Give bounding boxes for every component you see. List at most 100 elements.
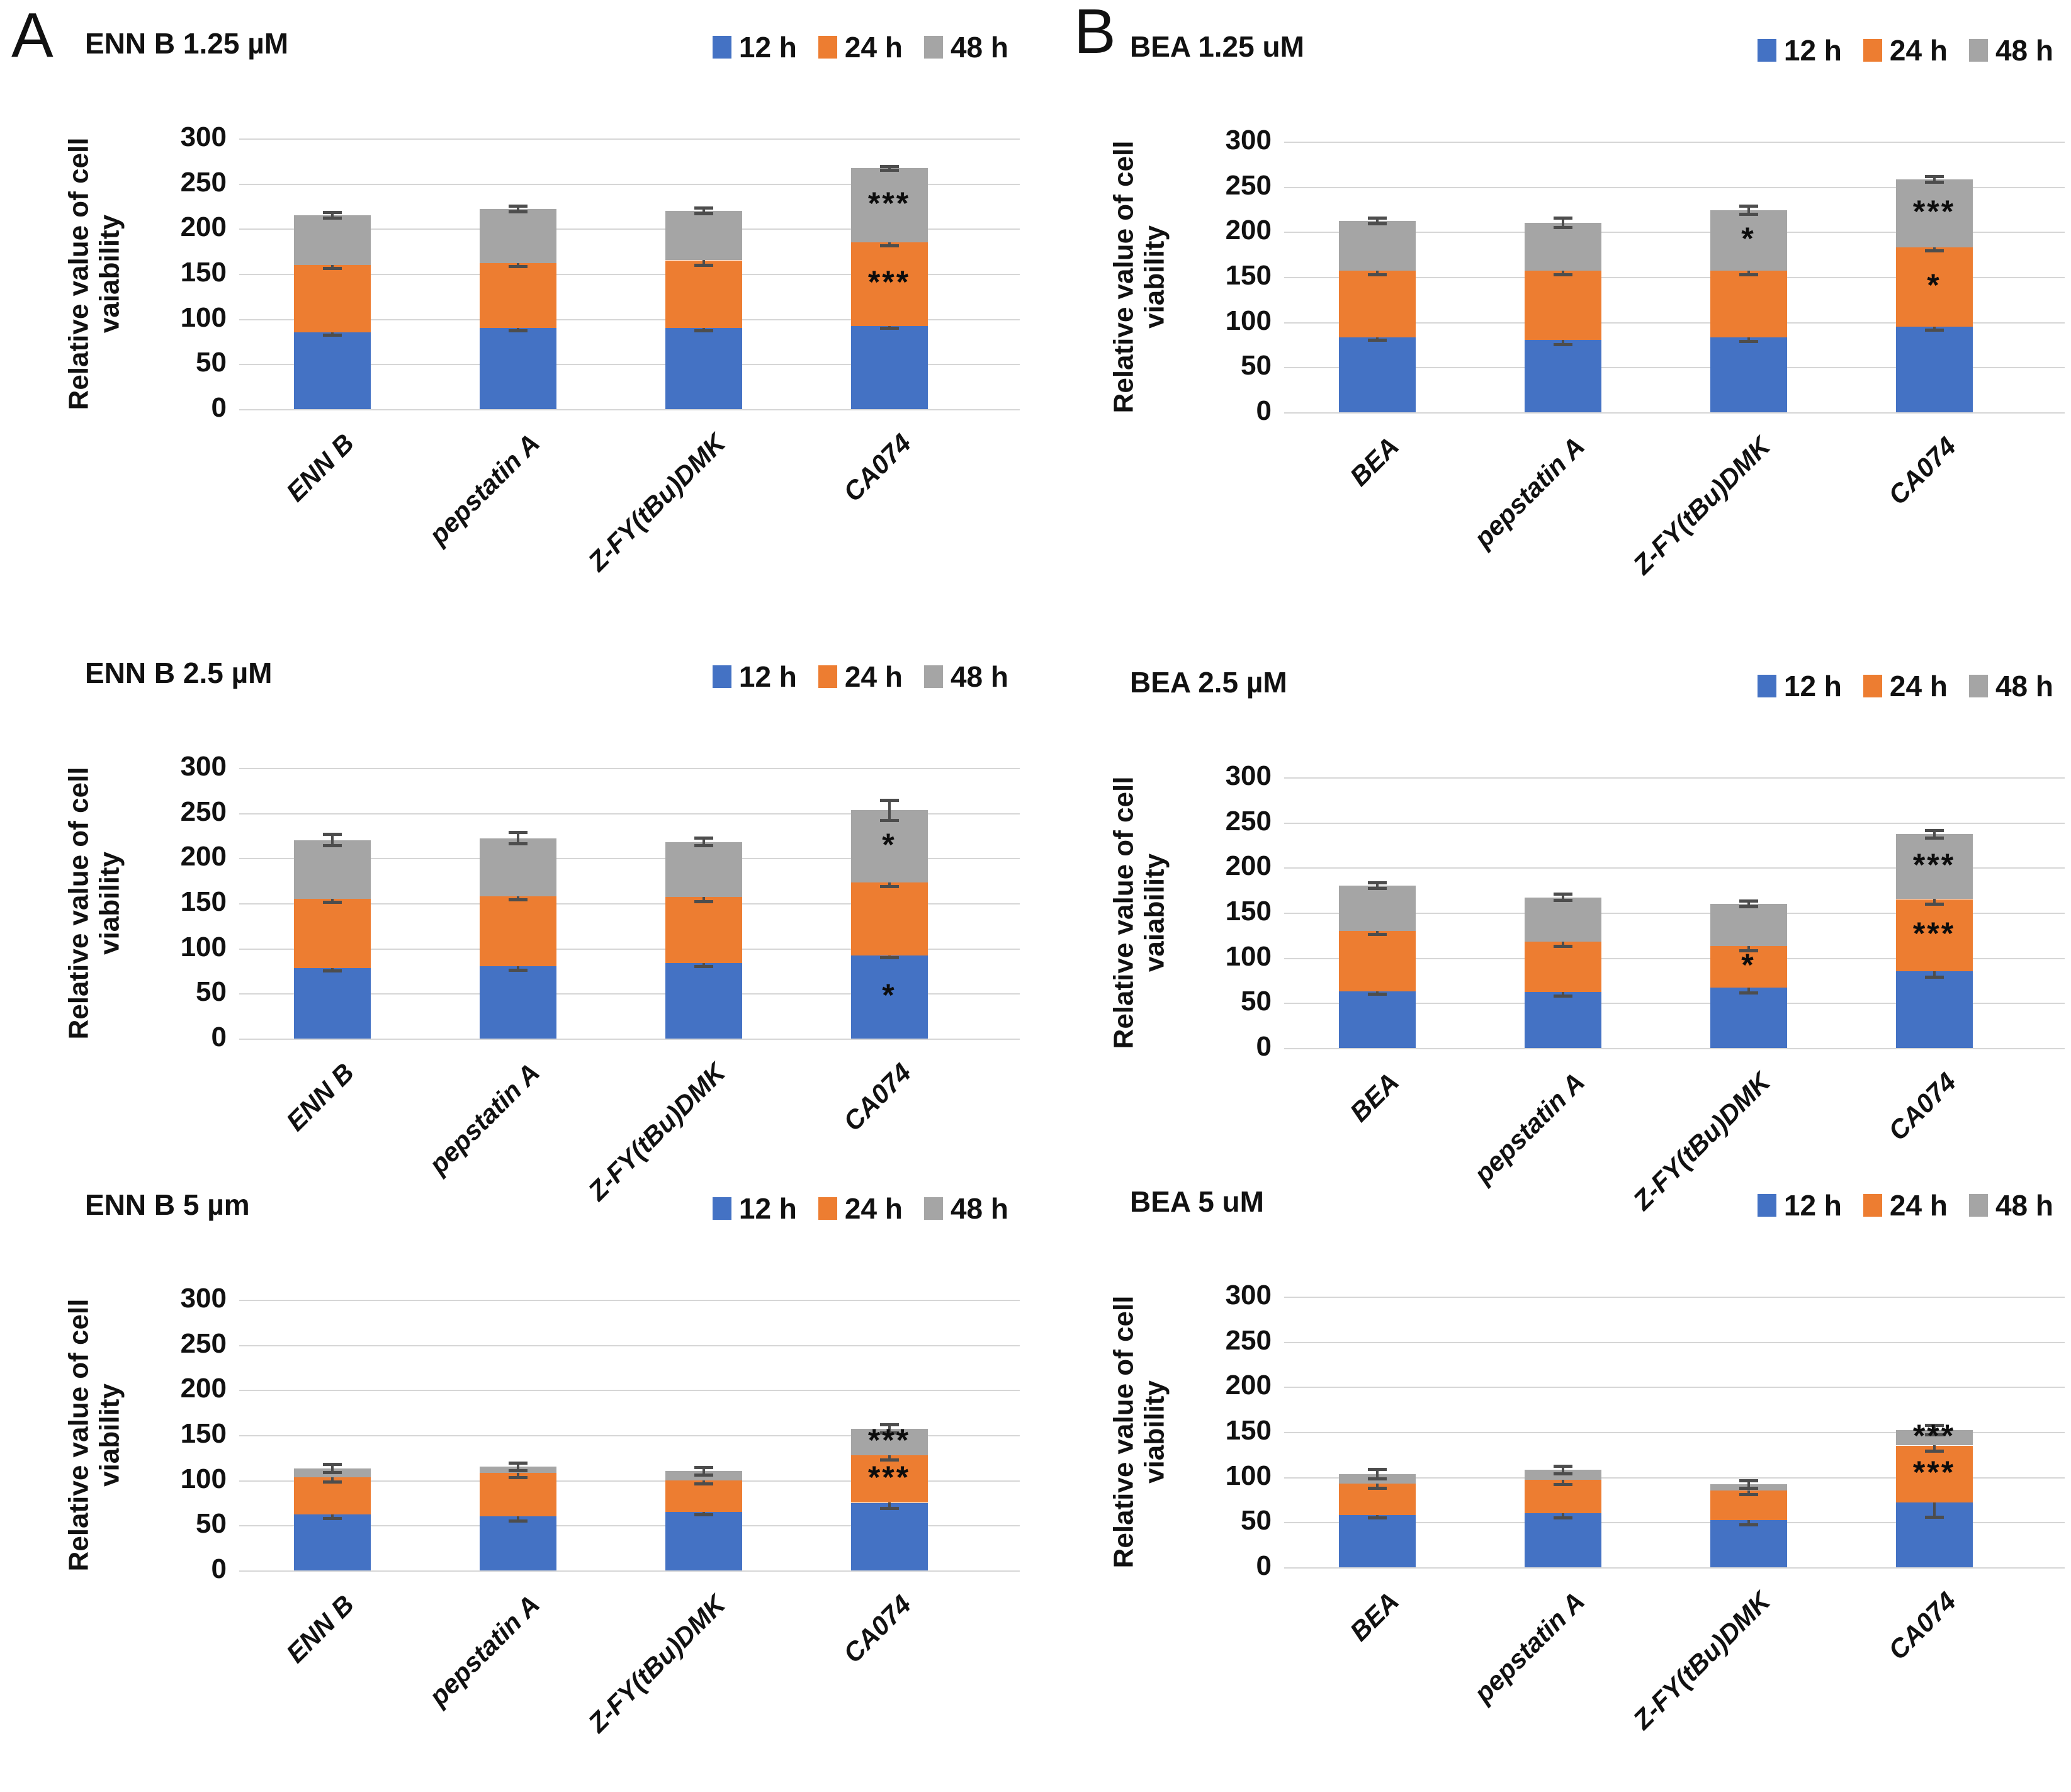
bar-segment-24h — [479, 1473, 556, 1516]
gridline — [1284, 1003, 2065, 1005]
x-category-label: pepstatin A — [422, 1589, 545, 1711]
gridline — [1284, 142, 2065, 143]
error-bar-cap — [1553, 898, 1572, 902]
error-bar-cap — [879, 1431, 899, 1434]
legend-swatch-12h-icon — [1757, 1194, 1776, 1217]
gridline — [239, 409, 1020, 410]
error-bar-stem — [1747, 1485, 1750, 1496]
error-bar-cap — [1739, 1523, 1758, 1527]
gridline — [1284, 412, 2065, 414]
gridline — [1284, 1048, 2065, 1049]
y-tick-label: 150 — [180, 257, 227, 288]
error-bar-stem — [1933, 893, 1936, 906]
error-bar-cap — [508, 1519, 528, 1523]
error-bar-cap — [508, 329, 528, 333]
bar-segment-48h — [1710, 210, 1787, 271]
legend-item: 12 h — [1757, 669, 1842, 703]
error-bar-cap — [322, 833, 342, 837]
bar-segment-12h — [850, 955, 928, 1039]
bar-segment-48h — [1710, 903, 1787, 947]
x-category-label: CA074 — [837, 1589, 917, 1669]
error-bar-stem — [516, 323, 519, 333]
error-bar-cap — [1739, 1479, 1758, 1482]
y-tick-label: 50 — [196, 347, 227, 378]
y-tick-label: 250 — [180, 166, 227, 198]
error-bar-stem — [1747, 980, 1750, 995]
error-bar — [1739, 205, 1758, 216]
legend-item: 24 h — [1863, 33, 1948, 67]
y-tick-label: 300 — [1225, 125, 1272, 155]
error-bar — [1739, 1479, 1758, 1490]
y-tick-label: 300 — [180, 1283, 227, 1314]
y-axis-label-line1: Relative value of cell — [63, 767, 94, 1040]
error-bar-cap — [1367, 222, 1387, 226]
bar-segment-48h — [1524, 223, 1601, 271]
legend-label: 24 h — [844, 660, 903, 693]
gridline — [1284, 322, 2065, 324]
error-bar-cap — [1739, 339, 1758, 343]
bar-segment-24h — [1895, 247, 1973, 327]
legend: 12 h 24 h 48 h — [1757, 669, 2053, 703]
legend-label: 12 h — [1783, 1189, 1842, 1222]
legend-swatch-12h-icon — [1757, 39, 1776, 62]
error-bar — [1367, 1468, 1387, 1481]
bar-segment-12h — [293, 332, 371, 409]
y-tick-label: 150 — [180, 886, 227, 917]
error-bar-cap — [1924, 1433, 1944, 1437]
legend-swatch-24h-icon — [1863, 675, 1882, 697]
error-bar-stem — [1933, 1424, 1936, 1437]
gridline — [239, 903, 1020, 904]
legend-label: 48 h — [950, 31, 1008, 64]
error-bar-stem — [330, 833, 334, 848]
error-bar-cap — [1739, 991, 1758, 995]
y-tick-label: 250 — [1225, 805, 1272, 837]
error-bar-stem — [516, 1461, 519, 1472]
error-bar-cap — [694, 844, 713, 848]
bar-segment-48h — [665, 842, 742, 897]
bar-segment-48h — [479, 208, 556, 263]
legend-item: 24 h — [1863, 1188, 1948, 1222]
gridline — [239, 1480, 1020, 1482]
y-tick-label: 50 — [1241, 1505, 1272, 1536]
legend-swatch-48h-icon — [923, 36, 943, 59]
error-bar-cap — [1367, 1468, 1387, 1472]
error-bar-stem — [1561, 1506, 1564, 1520]
error-bar-cap — [508, 1461, 528, 1465]
error-bar-cap — [694, 836, 713, 840]
error-bar-stem — [1561, 986, 1564, 998]
error-bar-stem — [702, 957, 705, 969]
error-bar-stem — [888, 1496, 891, 1510]
error-bar-stem — [702, 1465, 705, 1477]
legend-label: 24 h — [1889, 1189, 1948, 1222]
error-bar-cap — [1367, 339, 1387, 342]
error-bar — [1924, 828, 1944, 840]
bar-segment-48h — [293, 215, 371, 265]
error-bar-cap — [1924, 175, 1944, 179]
chart-bea-1.25-um: BEA 1.25 uM 12 h 24 h 48 h Relative value of… — [1070, 16, 2071, 607]
error-bar-stem — [1747, 265, 1750, 276]
error-bar — [1553, 216, 1572, 230]
legend-item: 12 h — [712, 30, 797, 64]
error-bar-cap — [1924, 902, 1944, 906]
y-tick-label: 100 — [1225, 940, 1272, 972]
error-bar — [322, 1463, 342, 1474]
error-bar-cap — [1739, 1492, 1758, 1496]
legend-label: 24 h — [844, 1192, 903, 1225]
legend-swatch-24h-icon — [1863, 1194, 1882, 1217]
error-bar-cap — [508, 1476, 528, 1480]
bar-segment-12h — [479, 966, 556, 1039]
legend-item: 24 h — [1863, 669, 1948, 703]
bar-segment-24h — [1710, 270, 1787, 338]
y-tick-label: 300 — [180, 751, 227, 782]
y-tick-label: 300 — [180, 121, 227, 152]
legend-label: 12 h — [738, 1192, 797, 1225]
error-bar-stem — [1933, 1438, 1936, 1453]
chart-enn-b-5-µm: ENN B 5 µm 12 h 24 h 48 h Relative value of … — [25, 1174, 1026, 1766]
legend-item: 24 h — [818, 30, 903, 64]
bar-segment-48h — [1895, 179, 1973, 247]
x-category-label: CA074 — [837, 428, 917, 507]
error-bar-stem — [1747, 940, 1750, 953]
error-bar-cap — [1367, 1516, 1387, 1520]
gridline — [1284, 1477, 2065, 1479]
legend-label: 12 h — [1783, 34, 1842, 67]
